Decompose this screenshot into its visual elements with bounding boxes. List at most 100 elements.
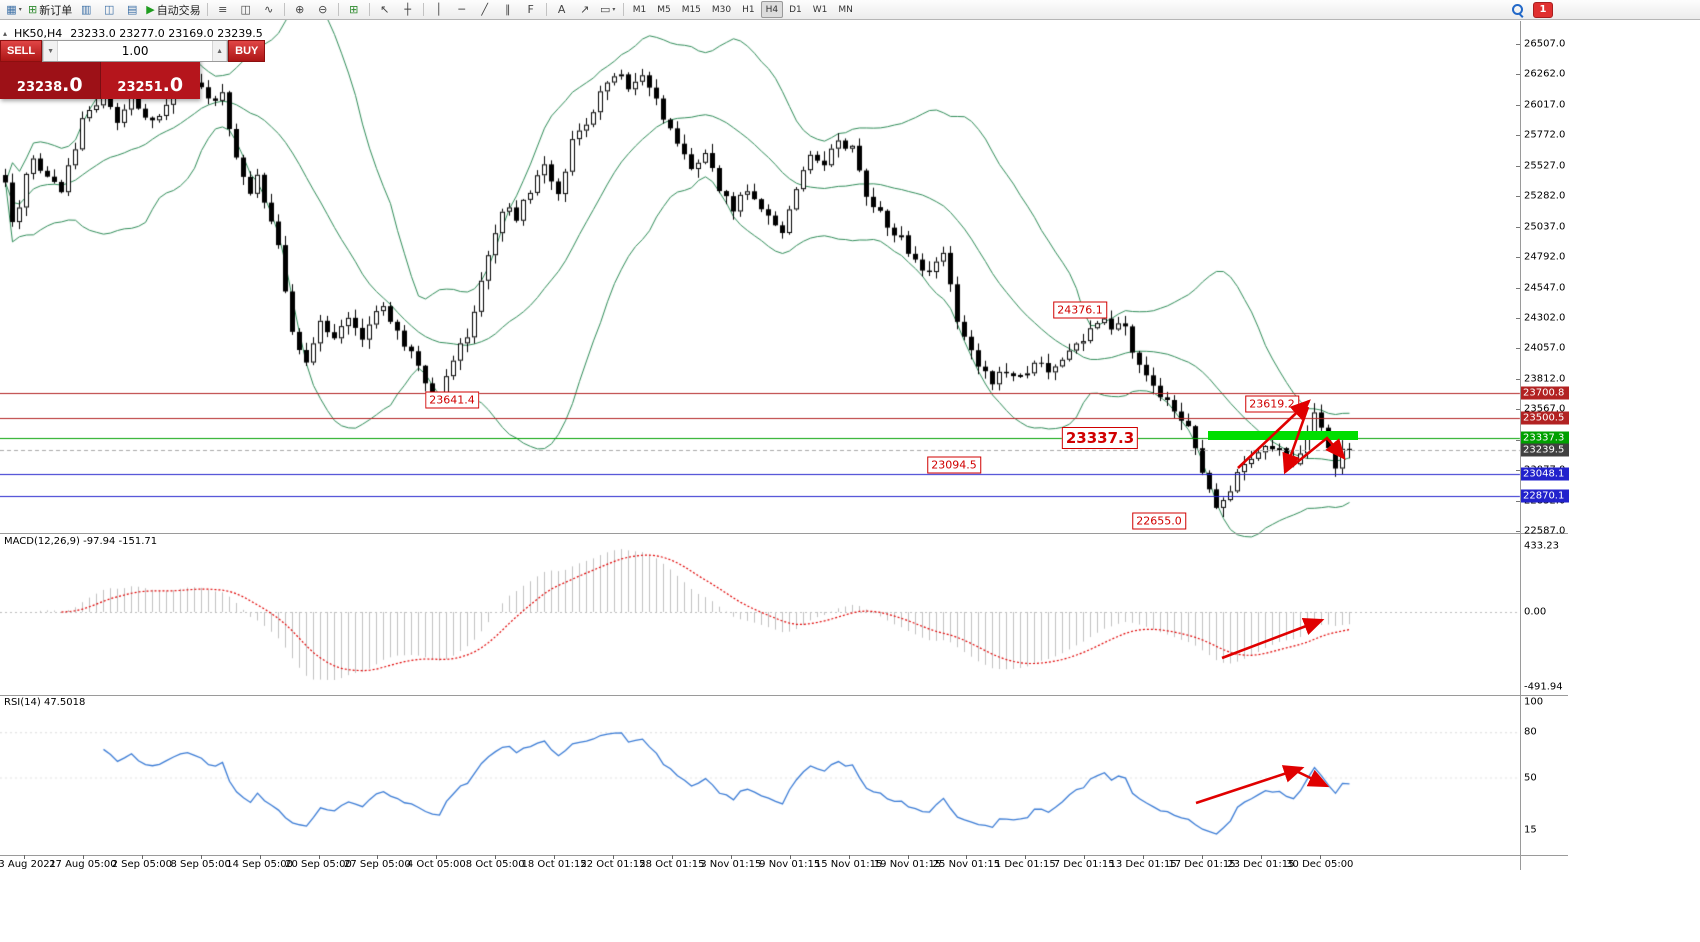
time-tick-mark [24, 855, 25, 859]
price-annotation: 24376.1 [1053, 301, 1107, 319]
toolbar-trendline-button[interactable]: ╱ [474, 1, 496, 18]
price-tick-label: 24057.0 [1524, 342, 1566, 354]
volume-decrease-button[interactable]: ▼ [43, 41, 59, 61]
price-tick-mark [1516, 378, 1520, 380]
timeframe-h1-button[interactable]: H1 [742, 4, 755, 15]
timeframe-m1-button[interactable]: M1 [632, 4, 647, 15]
time-tick-label: 20 Sep 05:00 [285, 859, 352, 870]
toolbar-navigator-button[interactable]: ▤ [121, 1, 143, 18]
time-tick-label: 3 Nov 01:15 [700, 859, 762, 870]
time-tick-label: 22 Oct 01:15 [580, 859, 646, 870]
price-tick-label: 24302.0 [1524, 312, 1566, 324]
volume-increase-button[interactable]: ▲ [212, 41, 228, 61]
toolbar-candlestick-chart-button[interactable]: ◫ [235, 1, 257, 18]
toolbar-auto-trading-button[interactable]: ▶ 自动交易 [144, 1, 202, 18]
auto-trading-button-label: 自动交易 [156, 3, 201, 17]
new-order-icon: ⊞ [28, 3, 38, 16]
price-tick-mark [1516, 317, 1520, 319]
toolbar-data-window-button[interactable]: ◫ [98, 1, 120, 18]
price-tick-mark [1516, 135, 1520, 137]
time-tick-mark [495, 855, 497, 859]
time-tick-label: 30 Dec 05:00 [1286, 859, 1354, 870]
toolbar-market-watch-button[interactable]: ▥ [75, 1, 97, 18]
toolbar-fibonacci-button[interactable]: F [520, 1, 542, 18]
buy-price[interactable]: 23251.0 [99, 62, 200, 99]
toolbar-arrow-tool-button[interactable]: ↗ [574, 1, 596, 18]
arrow-tool-icon: ↗ [580, 3, 590, 16]
one-click-toggle-icon[interactable]: ▴ [3, 29, 8, 38]
toolbar-shapes-button[interactable]: ▭ ▾ [597, 1, 619, 18]
time-tick-label: 8 Sep 05:00 [170, 859, 231, 870]
price-tick-label: 25772.0 [1524, 129, 1566, 141]
toolbar-vertical-line-button[interactable]: │ [428, 1, 450, 18]
market-watch-icon: ▥ [81, 3, 92, 16]
price-tick-mark [1516, 74, 1520, 76]
toolbar-equidistant-channel-button[interactable]: ∥ [497, 1, 519, 18]
sell-button[interactable]: SELL [0, 40, 43, 62]
price-level-tag: 23337.3 [1521, 431, 1569, 445]
volume-input[interactable] [58, 41, 213, 61]
price-tick-label: 22587.0 [1524, 525, 1566, 537]
macd-label: MACD(12,26,9) -97.94 -151.71 [4, 536, 158, 547]
toolbar-text-button[interactable]: A [551, 1, 573, 18]
buy-price-main: 23251 [117, 80, 163, 96]
rsi-axis-label: 15 [1524, 824, 1537, 836]
volume-stepper: ▼ ▲ [42, 40, 229, 62]
timeframe-m30-button[interactable]: M30 [711, 4, 732, 15]
price-tick-label: 26262.0 [1524, 68, 1566, 80]
rsi-axis-label: 80 [1524, 726, 1537, 738]
time-tick-mark [554, 855, 556, 859]
bar-chart-icon: ≡ [218, 3, 228, 16]
toolbar-new-order-button[interactable]: ⊞ 新订单 [26, 1, 74, 18]
toolbar-crosshair-button[interactable]: ┼ [397, 1, 419, 18]
timeframe-h4-button[interactable]: H4 [760, 1, 784, 18]
data-window-icon: ◫ [104, 3, 115, 16]
toolbar-horizontal-line-button[interactable]: ─ [451, 1, 473, 18]
time-tick-mark [141, 855, 143, 859]
symbol-ohlc: 23233.0 23277.0 23169.0 23239.5 [70, 27, 263, 40]
timeframe-d1-button[interactable]: D1 [789, 4, 802, 15]
sell-price[interactable]: 23238.0 [0, 62, 100, 99]
horizontal-line-icon: ─ [458, 3, 465, 16]
time-tick-mark [377, 855, 379, 859]
timeframe-w1-button[interactable]: W1 [812, 4, 828, 15]
buy-button[interactable]: BUY [228, 40, 266, 62]
time-tick-label: 7 Dec 01:15 [1053, 859, 1115, 870]
toolbar-separator [283, 3, 285, 16]
toolbar-separator [337, 3, 339, 16]
time-tick-mark [1202, 855, 1203, 859]
timeframe-m5-button[interactable]: M5 [657, 4, 671, 15]
time-axis-separator [0, 855, 1568, 856]
toolbar-new-chart-button[interactable]: ▦ ▾ [3, 1, 25, 18]
rsi-panel-separator[interactable] [0, 695, 1568, 696]
toolbar-bar-chart-button[interactable]: ≡ [212, 1, 234, 18]
time-tick-label: 8 Oct 05:00 [465, 859, 525, 870]
timeframe-mn-button[interactable]: MN [838, 4, 853, 15]
toolbar-cursor-button[interactable]: ↖ [374, 1, 396, 18]
trendline-icon: ╱ [481, 3, 488, 16]
macd-panel-separator[interactable] [0, 533, 1568, 534]
price-tick-mark [1516, 257, 1520, 259]
timeframe-m15-button[interactable]: M15 [681, 4, 701, 15]
search-icon[interactable] [1512, 3, 1525, 17]
toolbar-line-chart-button[interactable]: ∿ [258, 1, 280, 18]
time-tick-mark [1319, 855, 1321, 859]
rsi-axis-label: 50 [1524, 772, 1537, 783]
time-tick-mark [436, 855, 438, 859]
time-tick-mark [259, 855, 261, 859]
time-tick-mark [789, 855, 791, 859]
price-tick-label: 23812.0 [1524, 373, 1566, 385]
time-tick-mark [318, 855, 320, 859]
time-tick-mark [848, 855, 850, 859]
toolbar-separator [206, 3, 208, 16]
time-tick-label: 23 Dec 01:15 [1227, 859, 1295, 870]
symbol-name: HK50,H4 [14, 27, 63, 40]
toolbar-zoom-out-button[interactable]: ⊖ [312, 1, 334, 18]
macd-axis-label: 433.23 [1524, 540, 1559, 552]
notification-badge[interactable]: 1 [1533, 2, 1553, 18]
time-tick-label: 14 Sep 05:00 [226, 859, 293, 870]
toolbar-zoom-in-button[interactable]: ⊕ [289, 1, 311, 18]
price-annotation: 22655.0 [1132, 512, 1186, 530]
toolbar-tile-windows-button[interactable]: ⊞ [343, 1, 365, 18]
